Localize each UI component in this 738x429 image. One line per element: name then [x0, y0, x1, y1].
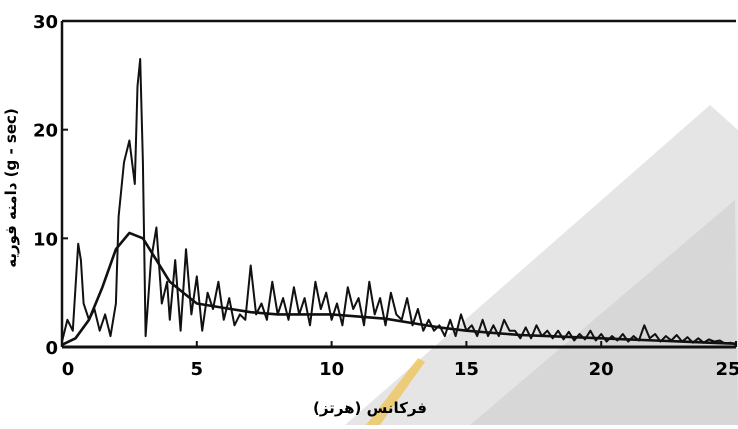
- y-tick-label: 10: [33, 229, 58, 250]
- x-tick-label: 25: [715, 359, 738, 380]
- y-axis-ticks: 0 10 20 30: [33, 12, 68, 359]
- x-tick-label: 5: [191, 359, 204, 380]
- x-tick-label: 10: [319, 359, 344, 380]
- x-axis-ticks: 0 5 10 15 20 25: [61, 341, 738, 380]
- x-tick-label: 15: [454, 359, 479, 380]
- smoothed-spectrum-line: [61, 231, 737, 346]
- y-tick-label: 20: [33, 121, 58, 142]
- x-tick-label: 20: [589, 359, 614, 380]
- watermark: [345, 105, 738, 425]
- watermark-accent: [366, 358, 425, 425]
- x-axis-label: فرکانس (هرتز): [313, 399, 427, 417]
- x-tick-label: 0: [62, 359, 75, 380]
- y-tick-label: 0: [45, 338, 58, 359]
- series-layer: [61, 58, 737, 346]
- y-tick-label: 30: [33, 12, 58, 33]
- watermark-shape-inner: [470, 200, 738, 425]
- y-axis-label: دامنه فوریه (g - sec): [2, 108, 20, 268]
